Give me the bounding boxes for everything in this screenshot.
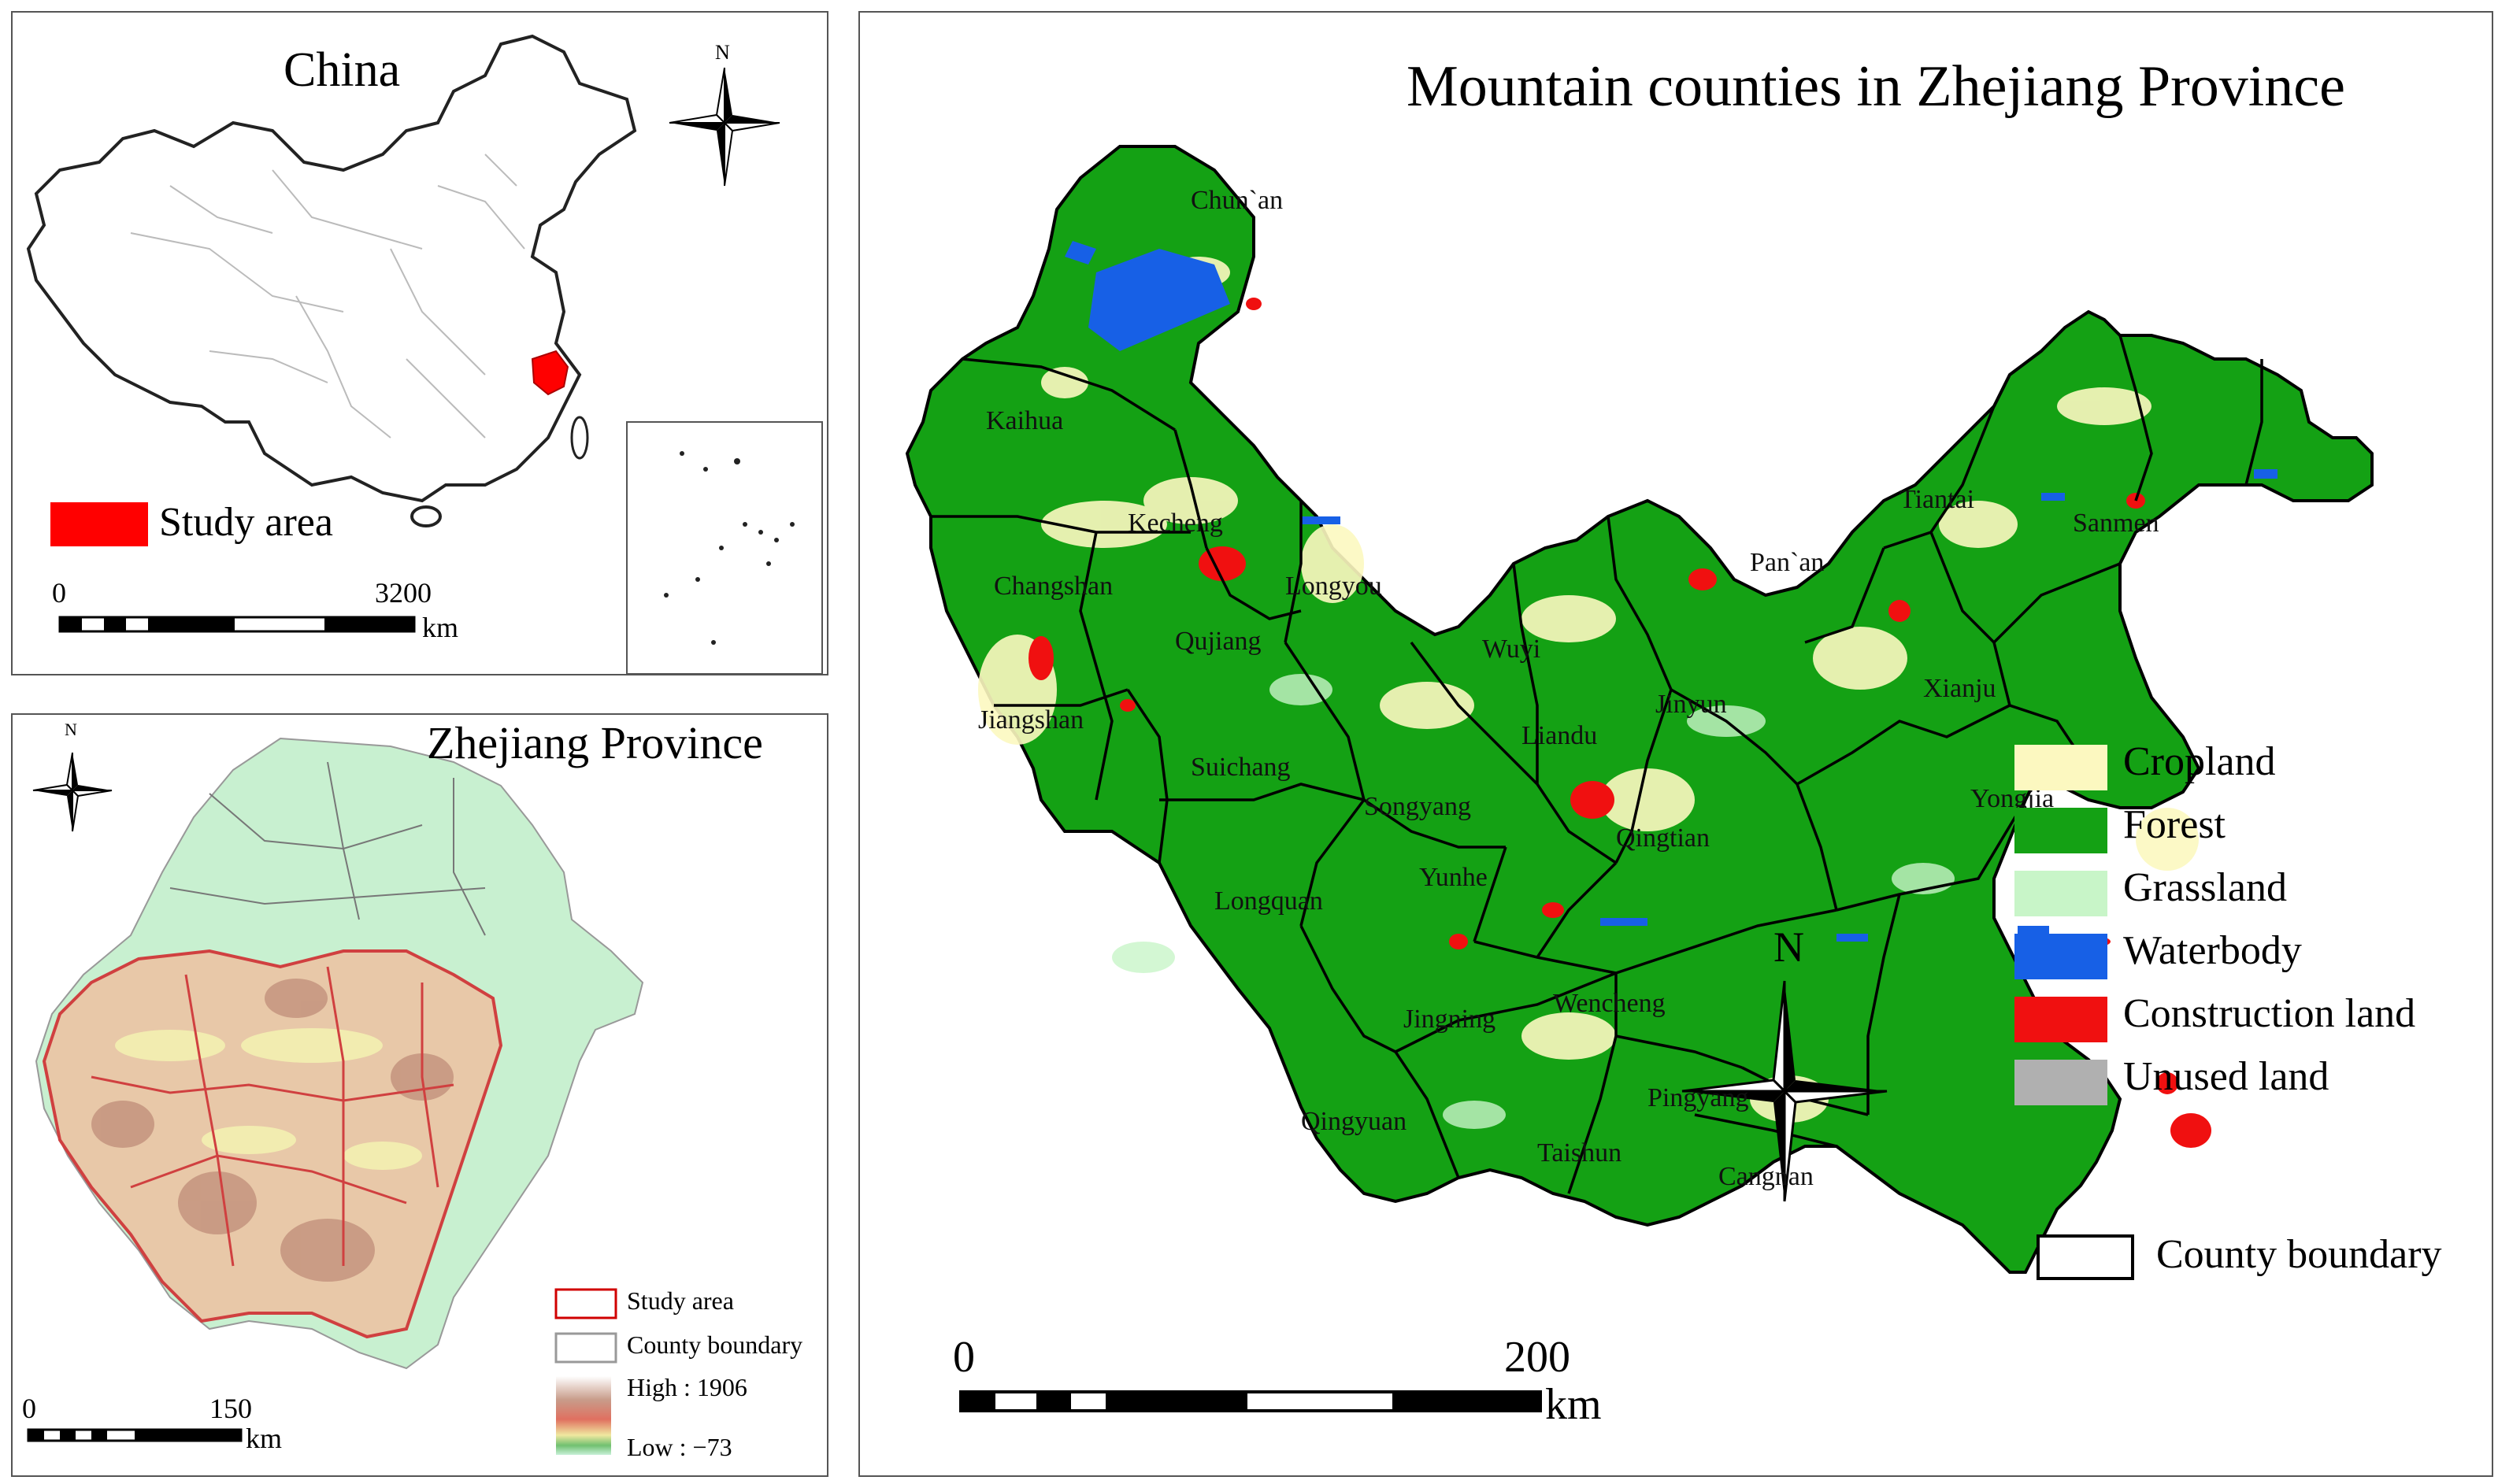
zhejiang-north-arrow-icon <box>32 752 113 832</box>
county-boundary-legend-label: County boundary <box>2156 1232 2442 1277</box>
county-label: Taishun <box>1537 1138 1622 1168</box>
mountain-counties-panel: Mountain counties in Zhejiang Province N… <box>858 11 2493 1477</box>
main-scale-end: 200 <box>1504 1333 1570 1382</box>
county-lines <box>169 761 486 936</box>
legend-label: Waterbody <box>2123 928 2302 973</box>
zhejiang-elevation-panel: Zhejiang Province N Study area County bo… <box>11 713 828 1477</box>
legend-label: Unused land <box>2123 1054 2329 1099</box>
legend-swatch-cropland <box>2014 745 2107 790</box>
legend-label: Forest <box>2123 802 2226 847</box>
china-title: China <box>284 43 401 97</box>
zhejiang-scale-start: 0 <box>22 1393 36 1424</box>
county-label: Kaihua <box>986 406 1064 435</box>
taiwan-island <box>570 416 589 460</box>
county-label: Qingtian <box>1616 823 1710 853</box>
study-area-legend-swatch <box>554 1288 617 1319</box>
county-label: Qingyuan <box>1301 1107 1407 1136</box>
province-boundaries <box>130 154 525 439</box>
land-use-map <box>905 145 2374 1412</box>
county-label: Tiantai <box>1899 485 1975 514</box>
zhejiang-north-label: N <box>65 720 77 739</box>
county-label: Liandu <box>1521 721 1598 750</box>
county-label: Pingyang <box>1647 1083 1749 1112</box>
county-label: Sanmen <box>2073 509 2159 538</box>
study-county-lines <box>91 966 454 1267</box>
county-label: Suichang <box>1191 753 1291 782</box>
elevation-ramp <box>556 1376 611 1455</box>
main-north-label: N <box>1773 923 1804 971</box>
county-label: Kecheng <box>1128 509 1223 538</box>
legend-swatch-waterbody <box>2014 934 2107 979</box>
south-china-sea-inset <box>626 421 823 674</box>
county-label: Qujiang <box>1175 627 1262 656</box>
main-scale-start: 0 <box>953 1333 975 1382</box>
china-map <box>26 34 823 674</box>
legend-label: Cropland <box>2123 739 2276 784</box>
china-scale-unit: km <box>422 612 459 643</box>
china-scale-end: 3200 <box>375 577 432 609</box>
county-label: Chun`an <box>1191 186 1284 215</box>
county-label: Longquan <box>1214 886 1323 916</box>
hainan-island <box>410 505 442 527</box>
zhejiang-scale-end: 150 <box>209 1393 252 1424</box>
china-outline <box>26 34 637 503</box>
legend-swatch-grassland <box>2014 871 2107 916</box>
county-label: Jingning <box>1403 1005 1496 1034</box>
elevation-low-label: Low : −73 <box>627 1433 732 1461</box>
county-label: Jiangshan <box>978 705 1084 735</box>
county-label: Xianju <box>1923 674 1996 703</box>
study-area-legend-label: Study area <box>627 1286 734 1315</box>
study-area-label: Study area <box>159 500 333 545</box>
county-boundary-legend-swatch <box>554 1332 617 1364</box>
legend-swatch-construction-land <box>2014 997 2107 1042</box>
main-title: Mountain counties in Zhejiang Province <box>1407 54 2345 119</box>
county-label: Songyang <box>1364 792 1471 821</box>
legend-swatch-forest <box>2014 808 2107 853</box>
study-area-swatch <box>50 502 148 546</box>
valley-patches <box>115 1028 422 1170</box>
elevation-high-label: High : 1906 <box>627 1373 747 1401</box>
main-scale-unit: km <box>1545 1380 1602 1429</box>
china-scalebar <box>58 616 416 633</box>
main-scalebar <box>959 1390 1542 1412</box>
county-label: Wuyi <box>1482 635 1541 664</box>
south-china-sea-islands <box>664 451 795 645</box>
grassland-patches <box>1112 674 1955 1129</box>
china-north-label: N <box>715 41 730 64</box>
county-label: Cangnan <box>1718 1162 1814 1191</box>
county-boundary-legend-swatch <box>2037 1234 2134 1280</box>
county-label: Pan`an <box>1750 548 1825 577</box>
legend-label: Construction land <box>2123 991 2416 1036</box>
zhejiang-elevation-map <box>27 737 644 1455</box>
county-label: Changshan <box>994 572 1114 601</box>
china-north-arrow-icon <box>669 67 780 187</box>
county-label: Jinyun <box>1655 690 1727 719</box>
county-boundary-lines <box>931 335 2263 1194</box>
zhejiang-scalebar <box>27 1428 243 1442</box>
zhejiang-scale-unit: km <box>246 1423 283 1454</box>
county-label: Yunhe <box>1419 863 1488 892</box>
county-boundary-legend-label: County boundary <box>627 1330 803 1359</box>
china-scale-start: 0 <box>52 577 66 609</box>
study-area-highlight <box>531 350 569 396</box>
county-label: Wencheng <box>1553 989 1666 1018</box>
legend-label: Grassland <box>2123 865 2287 910</box>
county-label: Longyou <box>1285 572 1382 601</box>
legend-swatch-unused-land <box>2014 1060 2107 1105</box>
zhejiang-title: Zhejiang Province <box>427 717 763 768</box>
main-north-arrow-icon <box>1681 980 1888 1202</box>
china-inset-panel: China N Study area 0 3200 km <box>11 11 828 675</box>
